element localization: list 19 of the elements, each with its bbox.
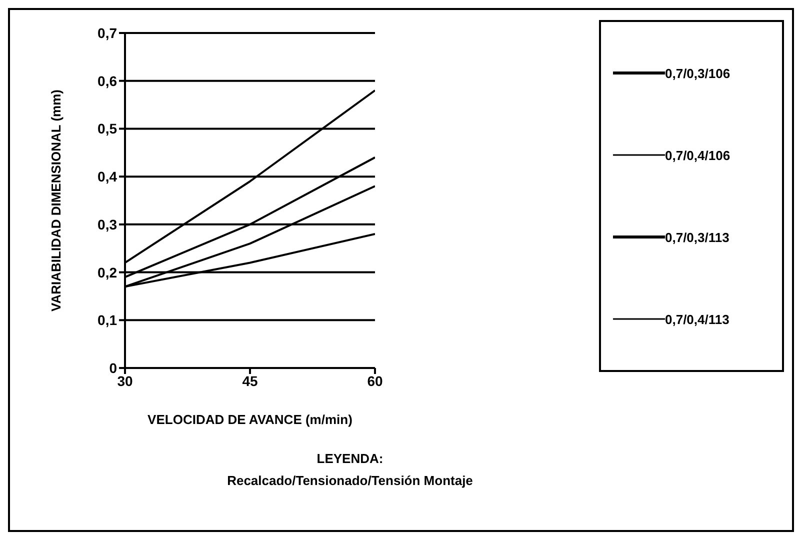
y-tick-label: 0 <box>109 360 118 376</box>
y-tick-label: 0,6 <box>98 72 118 89</box>
legend-label: 0,7/0,3/113 <box>665 230 730 244</box>
y-tick-label: 0,1 <box>98 312 118 328</box>
legend-label: 0,7/0,3/106 <box>665 66 730 80</box>
y-axis-title: VARIABILIDAD DIMENSIONAL (mm) <box>48 90 64 312</box>
legend-label: 0,7/0,4/113 <box>665 312 730 326</box>
y-tick-label: 0,5 <box>98 120 118 137</box>
text: Recalcado/Tensionado/Tensión Montaje <box>226 472 474 490</box>
legend-label: 0,7/0,4/106 <box>665 148 730 162</box>
y-tick-label: 0,3 <box>98 216 118 232</box>
x-tick-label: 30 <box>117 372 133 389</box>
y-tick-label: 0,4 <box>98 168 118 185</box>
x-axis-title: VELOCIDAD DE AVANCE (m/min) <box>148 412 352 427</box>
y-tick-label: 0,2 <box>98 264 118 280</box>
x-tick-label: 60 <box>367 372 383 389</box>
x-tick-label: 45 <box>242 372 258 389</box>
text: LEYENDA: <box>316 450 384 468</box>
y-tick-label: 0,7 <box>98 24 118 41</box>
